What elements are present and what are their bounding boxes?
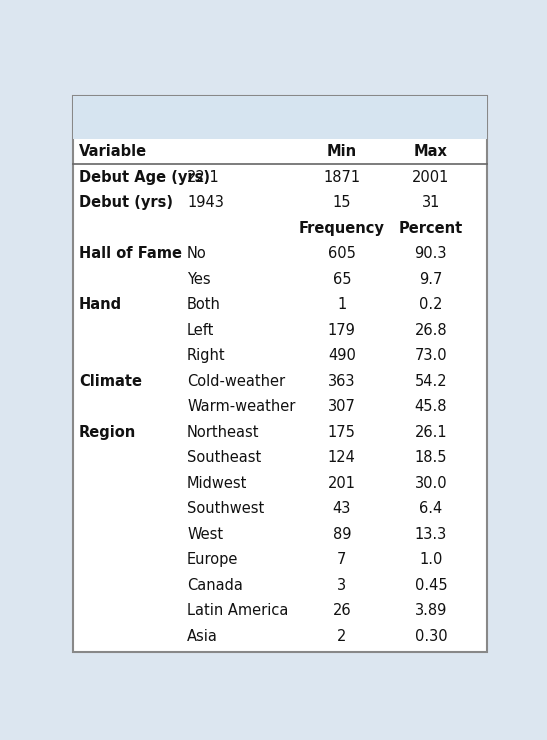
Text: Northeast: Northeast — [187, 425, 260, 440]
Text: 31: 31 — [422, 195, 440, 210]
Text: Southeast: Southeast — [187, 450, 261, 465]
Text: Yes: Yes — [187, 272, 211, 286]
Text: Hand: Hand — [79, 297, 122, 312]
Text: 65: 65 — [333, 272, 351, 286]
Text: 30.0: 30.0 — [415, 476, 447, 491]
Text: Min: Min — [327, 144, 357, 159]
Text: Debut (yrs): Debut (yrs) — [79, 195, 173, 210]
Text: 124: 124 — [328, 450, 356, 465]
Text: 1871: 1871 — [323, 169, 360, 185]
Text: Canada: Canada — [187, 578, 243, 593]
Text: 45.8: 45.8 — [415, 399, 447, 414]
Text: 2: 2 — [337, 629, 346, 644]
Text: Left: Left — [187, 323, 214, 337]
Text: 1: 1 — [337, 297, 346, 312]
Text: No: No — [187, 246, 207, 261]
Text: 54.2: 54.2 — [415, 374, 447, 388]
Text: 15: 15 — [333, 195, 351, 210]
Text: 0.45: 0.45 — [415, 578, 447, 593]
Text: Warm-weather: Warm-weather — [187, 399, 295, 414]
Text: Percent: Percent — [399, 221, 463, 235]
Text: Variable: Variable — [79, 144, 147, 159]
Text: Region: Region — [79, 425, 136, 440]
Text: 1943: 1943 — [187, 195, 224, 210]
Text: 73.0: 73.0 — [415, 349, 447, 363]
Text: 43: 43 — [333, 501, 351, 517]
Text: 179: 179 — [328, 323, 356, 337]
Text: 1.0: 1.0 — [419, 552, 443, 567]
Text: 6.4: 6.4 — [419, 501, 443, 517]
Text: 490: 490 — [328, 349, 356, 363]
Text: 22.1: 22.1 — [187, 169, 220, 185]
Text: 13.3: 13.3 — [415, 527, 447, 542]
Text: Frequency: Frequency — [299, 221, 385, 235]
Text: 3: 3 — [337, 578, 346, 593]
Text: 2001: 2001 — [412, 169, 450, 185]
Text: Hall of Fame: Hall of Fame — [79, 246, 182, 261]
Text: Asia: Asia — [187, 629, 218, 644]
Text: Southwest: Southwest — [187, 501, 264, 517]
Text: 18.5: 18.5 — [415, 450, 447, 465]
Text: Debut Age (yrs): Debut Age (yrs) — [79, 169, 210, 185]
Text: 7: 7 — [337, 552, 346, 567]
Text: 175: 175 — [328, 425, 356, 440]
Text: Max: Max — [414, 144, 448, 159]
Text: Right: Right — [187, 349, 226, 363]
Text: 201: 201 — [328, 476, 356, 491]
Text: 363: 363 — [328, 374, 356, 388]
Text: West: West — [187, 527, 223, 542]
Text: 605: 605 — [328, 246, 356, 261]
Text: 0.30: 0.30 — [415, 629, 447, 644]
Text: Both: Both — [187, 297, 221, 312]
Text: Latin America: Latin America — [187, 603, 288, 618]
Text: 9.7: 9.7 — [419, 272, 443, 286]
Text: Midwest: Midwest — [187, 476, 247, 491]
Text: 89: 89 — [333, 527, 351, 542]
Text: 26.8: 26.8 — [415, 323, 447, 337]
Text: Cold-weather: Cold-weather — [187, 374, 285, 388]
Text: Climate: Climate — [79, 374, 142, 388]
Text: 0.2: 0.2 — [419, 297, 443, 312]
Text: 307: 307 — [328, 399, 356, 414]
Text: 26.1: 26.1 — [415, 425, 447, 440]
Text: 3.89: 3.89 — [415, 603, 447, 618]
Text: Europe: Europe — [187, 552, 238, 567]
Text: 90.3: 90.3 — [415, 246, 447, 261]
Bar — [73, 95, 487, 139]
Text: 26: 26 — [333, 603, 351, 618]
